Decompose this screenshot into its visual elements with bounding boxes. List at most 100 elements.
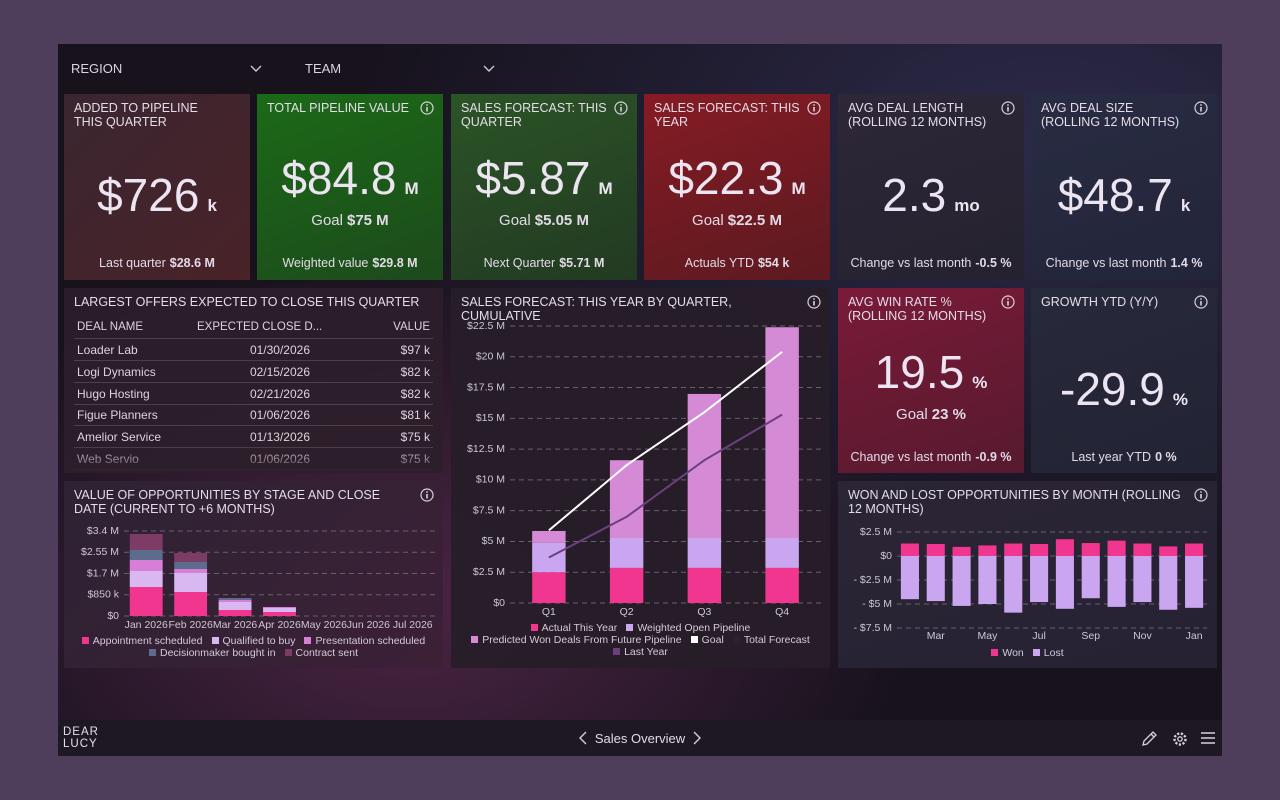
bar (1159, 556, 1178, 610)
card-title: GROWTH YTD (Y/Y) (1041, 295, 1159, 309)
info-icon[interactable] (1194, 295, 1208, 309)
filter-region[interactable]: REGION (71, 61, 123, 76)
legend: Won Lost (844, 647, 1211, 659)
legend-swatch (81, 637, 89, 644)
filter-team[interactable]: TEAM (305, 61, 342, 76)
next-page[interactable] (692, 731, 702, 745)
kpi-main: $726 k (64, 168, 250, 233)
kpi-card: ADDED TO PIPELINE THIS QUARTER $726 k Last … (64, 94, 250, 280)
table-cell: $81 k (400, 408, 430, 423)
row-separator (74, 403, 433, 405)
footer-label: Actuals YTD (684, 256, 754, 270)
y-tick-label: $0 (880, 550, 892, 562)
kpi-card: GROWTH YTD (Y/Y) -29.9% Last year YTD 0 % (1031, 288, 1217, 473)
table-card: LARGEST OFFERS EXPECTED TO CLOSE THIS QU… (64, 288, 443, 473)
info-icon[interactable] (1194, 101, 1208, 115)
legend-label: Predicted Won Deals From Future Pipeline (482, 634, 682, 646)
info-icon[interactable] (614, 101, 628, 115)
kpi-unit: k (207, 196, 217, 215)
info-dot (426, 104, 428, 106)
kpi-unit: k (1180, 196, 1191, 215)
goal-value: 23 % (931, 406, 966, 423)
legend-label: Presentation scheduled (315, 635, 426, 647)
kpi-goal: Goal 23 % (838, 406, 1024, 423)
info-stem (1200, 301, 1202, 306)
info-dot (1200, 104, 1202, 106)
kpi-footer: Change vs last month 1.4 % (1031, 256, 1217, 270)
legend-label: Lost (1043, 647, 1064, 659)
legend-label: Appointment scheduled (92, 635, 203, 647)
row-separator (74, 425, 433, 427)
table-cell: Figue Planners (77, 408, 158, 423)
legend-swatch (530, 624, 538, 631)
x-tick-label: Nov (1133, 630, 1152, 642)
legend-label: Actual This Year (541, 622, 618, 634)
legend-item: Goal (690, 634, 724, 646)
table-cell: $97 k (400, 343, 430, 357)
kpi-value: $22.3 (668, 152, 784, 204)
legend-swatch (284, 649, 292, 656)
prev-page[interactable] (578, 731, 588, 745)
bar (174, 569, 208, 573)
info-icon[interactable] (807, 295, 821, 309)
kpi-footer: Change vs last month -0.5 % (838, 256, 1024, 270)
bar (218, 602, 252, 610)
legend-label: Last Year (624, 646, 668, 658)
legend-item: Weighted Open Pipeline (626, 622, 750, 634)
footer-label: Next Quarter (483, 256, 556, 270)
legend-item: Total Forecast (732, 634, 810, 646)
bar (129, 571, 163, 587)
legend-swatch (211, 637, 219, 644)
edit-icon[interactable] (1140, 730, 1158, 748)
info-icon[interactable] (420, 101, 434, 115)
card-title: TOTAL PIPELINE VALUE (267, 101, 409, 115)
column-header: DEAL NAME (77, 321, 144, 333)
kpi-unit: mo (954, 196, 980, 215)
legend-label: Decisionmaker bought in (159, 647, 276, 659)
dropdown-chevron[interactable] (483, 64, 495, 74)
kpi-value-line: $22.3 M (644, 151, 830, 216)
table-cell: 02/21/2026 (249, 386, 310, 401)
bar (1030, 556, 1049, 603)
info-icon[interactable] (1194, 488, 1208, 502)
kpi-footer: Change vs last month -0.9 % (838, 450, 1024, 464)
settings-icon[interactable] (1171, 730, 1189, 748)
info-icon[interactable] (420, 488, 434, 502)
kpi-unit: % (1172, 390, 1188, 409)
y-tick-label: $12.5 M (467, 443, 505, 455)
x-tick-label: May 2026 (301, 619, 347, 631)
kpi-main: $22.3 M Goal $22.5 M (644, 151, 830, 229)
info-icon[interactable] (1001, 101, 1015, 115)
bar (1159, 546, 1178, 556)
bar (218, 610, 252, 616)
info-circle (1194, 101, 1208, 115)
bar (978, 556, 997, 604)
info-icon[interactable] (1001, 295, 1015, 309)
bar (1055, 539, 1074, 556)
kpi-value: $48.7 (1057, 169, 1173, 221)
column-header: EXPECTED CLOSE D... (197, 321, 323, 333)
bar (174, 573, 208, 592)
kpi-main: $5.87 M Goal $5.05 M (451, 151, 637, 229)
x-tick-label: Jul 2026 (393, 619, 433, 631)
info-circle (1194, 488, 1208, 502)
bar (532, 572, 566, 603)
kpi-unit: M (791, 179, 806, 198)
card-title: ADDED TO PIPELINE THIS QUARTER (74, 101, 198, 129)
bar (1185, 543, 1204, 556)
y-tick-label: $10 M (476, 474, 505, 486)
bar (263, 612, 296, 616)
logo[interactable]: DEAR LUCY (63, 726, 99, 750)
goal-label: Goal (896, 406, 928, 423)
kpi-card: SALES FORECAST: THIS QUARTER $5.87 M Goal $5… (451, 94, 637, 280)
header-separator (74, 338, 433, 339)
footer-value: $54 k (757, 256, 790, 270)
info-icon[interactable] (807, 101, 821, 115)
bar (218, 598, 252, 600)
dropdown-chevron[interactable] (250, 64, 262, 74)
menu-icon[interactable] (1200, 730, 1216, 746)
legend-item: Last Year (613, 646, 668, 658)
bar (687, 537, 722, 568)
info-dot (813, 298, 815, 300)
